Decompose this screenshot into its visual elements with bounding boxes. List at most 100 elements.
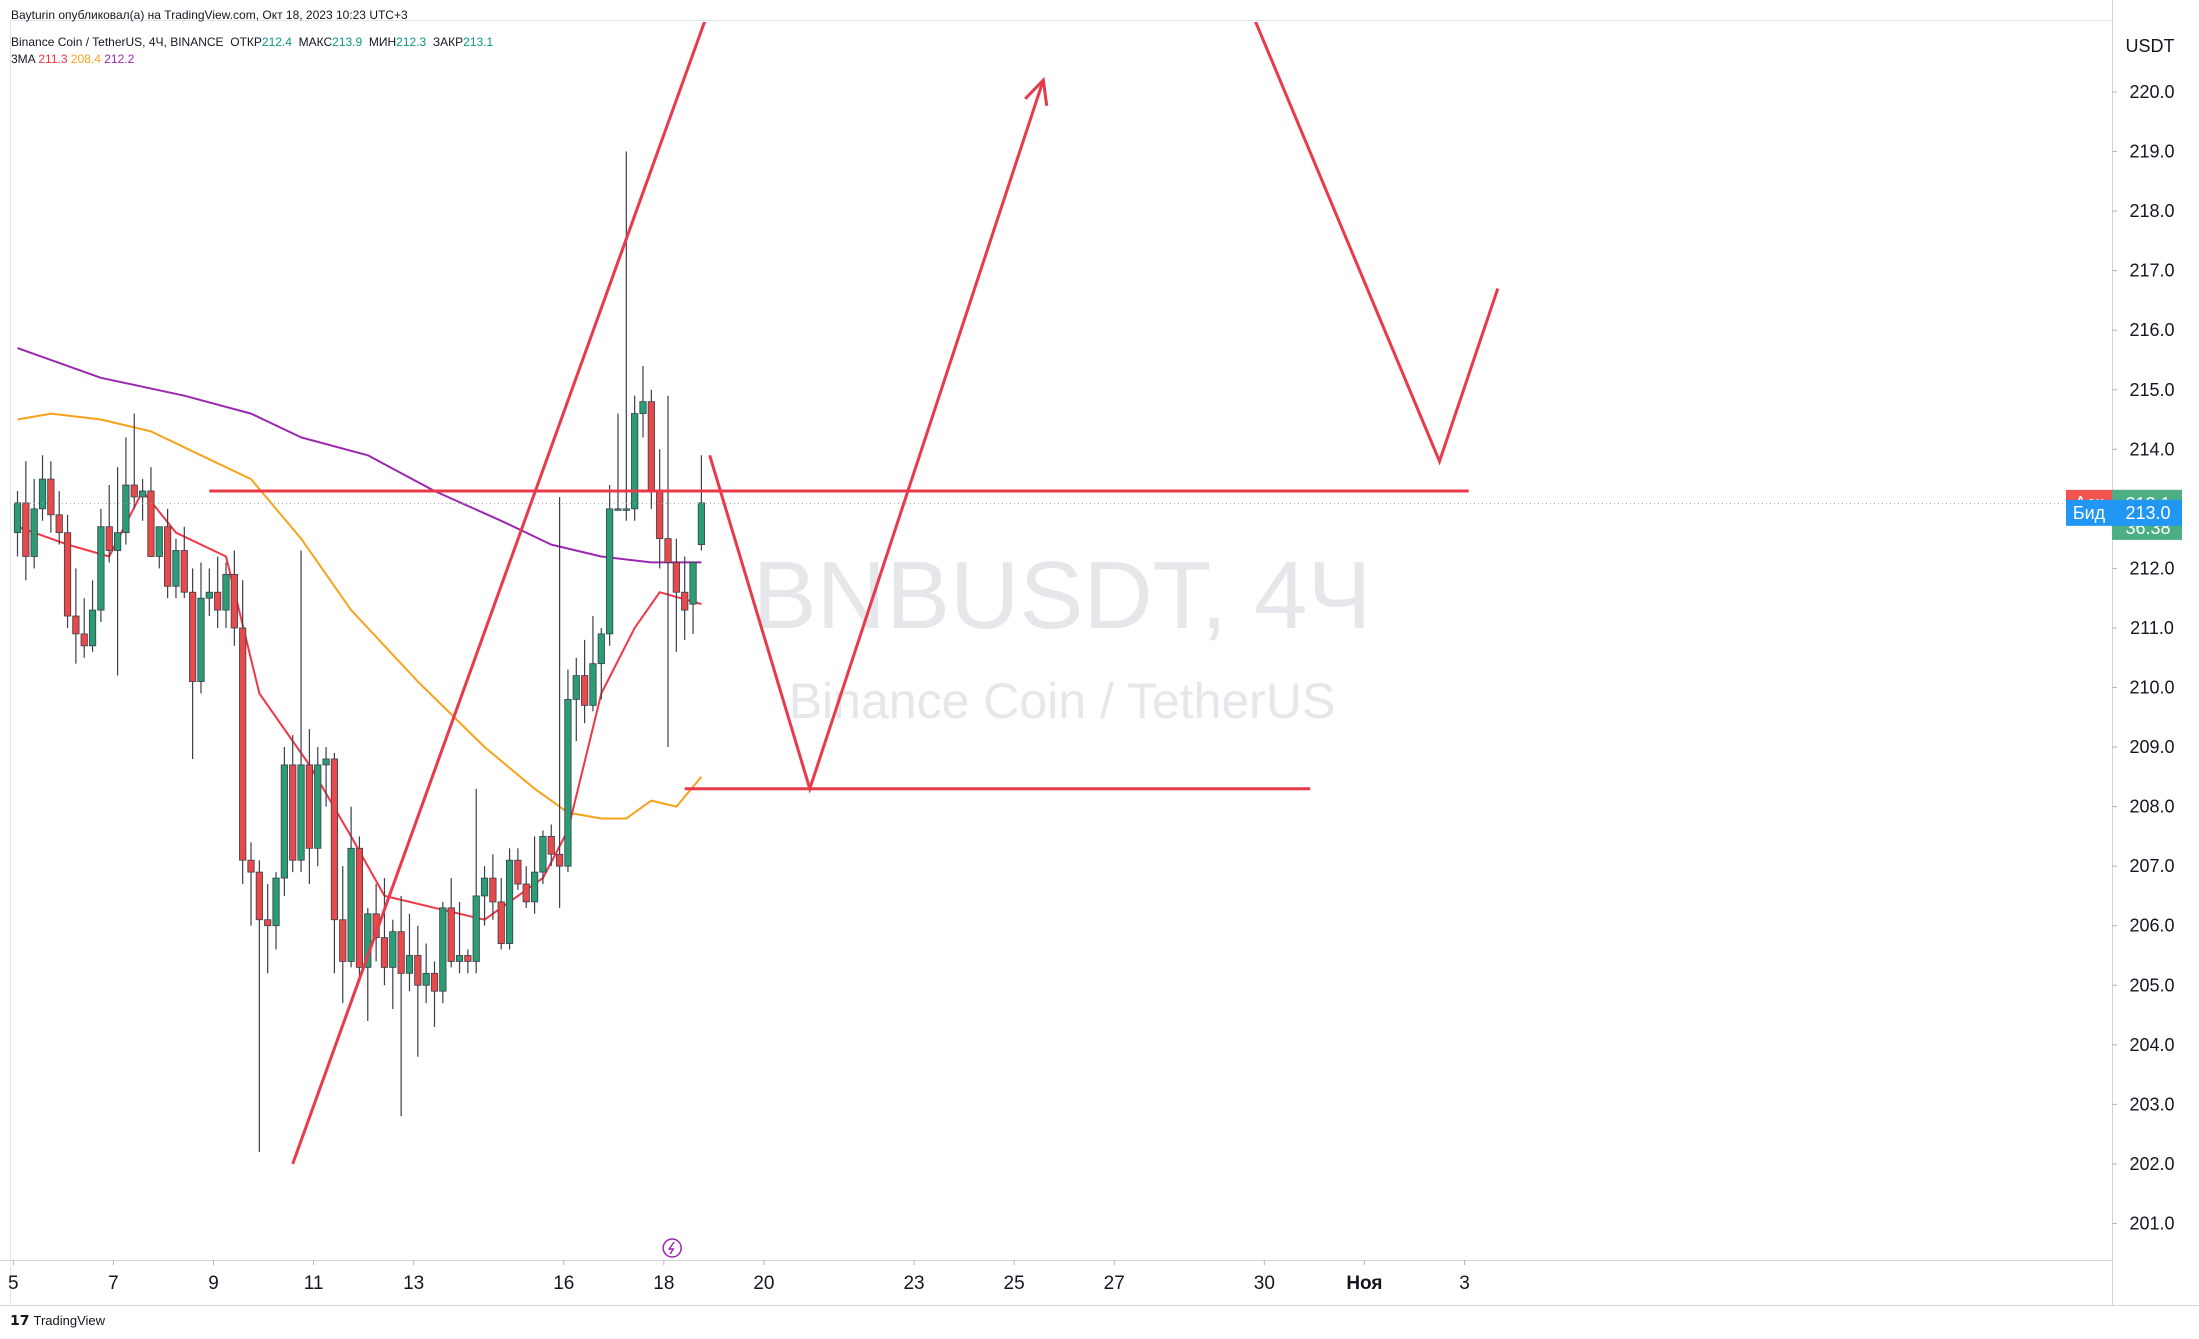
- candle: [422, 943, 430, 1004]
- symbol-legend[interactable]: Binance Coin / TetherUS, 4Ч, BINANCE ОТК…: [11, 35, 493, 49]
- candle-body: [597, 633, 605, 665]
- candle: [364, 907, 372, 1021]
- candle: [13, 490, 22, 557]
- price-tick-label: 201.0: [2129, 1213, 2174, 1233]
- candle: [664, 395, 672, 748]
- bid-label-bg: [2066, 499, 2112, 526]
- candle: [155, 526, 163, 569]
- candle-body: [30, 508, 38, 557]
- candle-body: [505, 859, 514, 944]
- candle: [439, 901, 447, 1004]
- price-tick-label: 217.0: [2129, 261, 2174, 281]
- candle: [347, 806, 355, 968]
- candle: [514, 848, 522, 890]
- candle-body: [22, 502, 30, 557]
- price-tick-label: 204.0: [2129, 1035, 2174, 1055]
- price-tick-label: 205.0: [2129, 975, 2174, 995]
- candle-body: [305, 764, 314, 849]
- candle: [47, 461, 55, 533]
- candle: [63, 514, 72, 628]
- lightning-icon: [667, 1241, 675, 1255]
- symbol-name: Binance Coin / TetherUS, 4Ч, BINANCE: [11, 35, 224, 49]
- tradingview-logo[interactable]: 𝟭𝟳 TradingView: [10, 1312, 105, 1329]
- candle-body: [380, 937, 389, 968]
- time-tick-label: 30: [1254, 1273, 1275, 1294]
- candle: [305, 729, 314, 885]
- candle-body: [530, 871, 539, 903]
- price-tick-label: 215.0: [2129, 380, 2174, 400]
- candle-body: [255, 871, 263, 921]
- ema-legend[interactable]: 3MA 211.3 208.4 212.2: [11, 52, 134, 66]
- candle: [255, 860, 263, 1152]
- candle-body: [55, 514, 63, 534]
- candle-body: [13, 502, 22, 534]
- candle: [147, 467, 155, 557]
- candle: [447, 878, 455, 968]
- candle: [22, 461, 30, 581]
- plot-area[interactable]: [10, 22, 2112, 1260]
- candle-body: [180, 550, 188, 593]
- candle-body: [80, 633, 88, 647]
- ema-label: 3MA: [11, 52, 36, 66]
- candle: [247, 842, 255, 926]
- candle-body: [514, 859, 522, 885]
- candle: [55, 490, 63, 545]
- candle: [430, 961, 439, 1027]
- candle-body: [639, 401, 647, 414]
- candle-body: [97, 526, 105, 611]
- candle: [330, 753, 339, 974]
- candle-body: [205, 591, 213, 599]
- candle: [589, 616, 597, 712]
- candle-body: [364, 913, 372, 968]
- candle-body: [130, 484, 138, 498]
- candle-body: [664, 538, 672, 563]
- candle: [122, 437, 130, 545]
- candle-body: [472, 895, 480, 962]
- candle: [414, 925, 422, 1057]
- candle: [681, 556, 689, 640]
- ohlc-high: МАКС213.9: [298, 35, 363, 49]
- candle: [606, 485, 614, 646]
- candle: [297, 550, 305, 873]
- candle: [614, 413, 622, 511]
- candle: [497, 878, 505, 950]
- candle-body: [63, 532, 72, 617]
- candle-body: [581, 675, 589, 706]
- candle: [97, 508, 105, 622]
- candle-body: [264, 919, 272, 927]
- candle-body: [214, 591, 222, 611]
- candle-body: [113, 532, 122, 551]
- time-tick-label: 18: [653, 1273, 674, 1294]
- price-tick-label: 210.0: [2129, 678, 2174, 698]
- candle: [672, 538, 680, 652]
- candle: [464, 949, 472, 974]
- candle: [113, 467, 122, 676]
- bid-label: Бид: [2073, 503, 2106, 523]
- candle: [339, 866, 347, 1004]
- price-tick-label: 212.0: [2129, 558, 2174, 578]
- ema-mid-value: 208.4: [70, 52, 101, 66]
- candle: [622, 151, 630, 521]
- candle: [455, 901, 464, 974]
- candle-body: [656, 490, 664, 540]
- candle-body: [230, 573, 238, 629]
- publish-info: Bayturin опубликовал(а) на TradingView.c…: [11, 8, 408, 22]
- candle: [30, 479, 38, 569]
- candle-body: [138, 490, 147, 498]
- candle: [697, 455, 705, 551]
- candle-body: [497, 901, 505, 944]
- candle-body: [447, 907, 455, 962]
- candle-body: [480, 877, 489, 897]
- candle-body: [147, 490, 155, 557]
- candle: [130, 413, 138, 509]
- ema-fast-line: [17, 490, 702, 921]
- price-tick-label: 209.0: [2129, 737, 2174, 757]
- price-tick-label: 211.0: [2130, 618, 2174, 638]
- ema-fast-value: 211.3: [38, 52, 68, 66]
- candle: [597, 627, 605, 700]
- watermark-ticker: BNBUSDT, 4Ч: [753, 542, 1372, 649]
- candle-body: [572, 675, 580, 700]
- candle-body: [547, 835, 555, 855]
